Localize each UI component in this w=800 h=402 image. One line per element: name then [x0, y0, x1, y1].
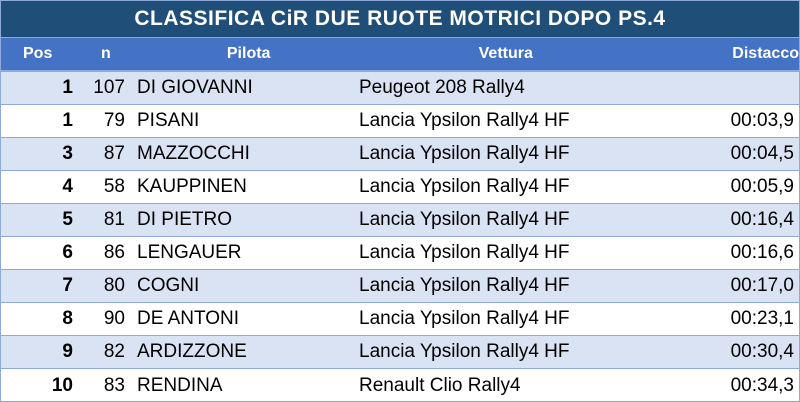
cell-distacco: 00:23,1	[730, 308, 794, 329]
cell-distacco: 00:30,4	[730, 341, 794, 362]
header-pilota: Pilota	[226, 45, 271, 62]
table-row: 3 87 MAZZOCCHI Lancia Ypsilon Rally4 HF …	[1, 138, 799, 171]
table-title: CLASSIFICA CiR DUE RUOTE MOTRICI DOPO PS…	[1, 1, 799, 38]
cell-vettura: Lancia Ypsilon Rally4 HF	[359, 341, 570, 362]
cell-n: 82	[103, 341, 125, 362]
header-n: n	[100, 45, 111, 62]
table-row: 5 81 DI PIETRO Lancia Ypsilon Rally4 HF …	[1, 204, 799, 237]
table-row: 1 79 PISANI Lancia Ypsilon Rally4 HF 00:…	[1, 105, 799, 138]
cell-n: 83	[103, 374, 125, 396]
cell-vettura: Renault Clio Rally4	[359, 374, 521, 396]
table-row: 10 83 RENDINA Renault Clio Rally4 00:34,…	[1, 369, 799, 401]
cell-pos: 9	[62, 341, 73, 362]
cell-vettura: Lancia Ypsilon Rally4 HF	[359, 275, 570, 296]
cell-pilota: DE ANTONI	[137, 308, 240, 329]
cell-distacco: 00:03,9	[730, 110, 794, 131]
cell-pos: 4	[62, 176, 73, 197]
cell-distacco: 00:34,3	[730, 374, 794, 396]
cell-distacco: 00:16,6	[730, 242, 794, 263]
cell-pos: 5	[62, 209, 73, 230]
table-header-row: Pos n Pilota Vettura Distacco	[1, 38, 799, 72]
cell-distacco: 00:17,0	[730, 275, 794, 296]
cell-pos: 10	[51, 374, 73, 396]
cell-vettura: Lancia Ypsilon Rally4 HF	[359, 308, 570, 329]
cell-n: 87	[103, 143, 125, 164]
cell-pilota: PISANI	[137, 110, 200, 131]
cell-pilota: LENGAUER	[137, 242, 242, 263]
cell-vettura: Peugeot 208 Rally4	[359, 77, 525, 98]
header-distacco: Distacco	[732, 45, 799, 62]
cell-pos: 7	[62, 275, 73, 296]
cell-pos: 1	[62, 110, 73, 131]
table-row: 8 90 DE ANTONI Lancia Ypsilon Rally4 HF …	[1, 303, 799, 336]
cell-pos: 1	[62, 77, 73, 98]
cell-distacco: 00:04,5	[730, 143, 794, 164]
cell-pilota: DI PIETRO	[137, 209, 233, 230]
cell-pos: 6	[62, 242, 73, 263]
cell-pilota: COGNI	[137, 275, 200, 296]
cell-pilota: RENDINA	[137, 374, 223, 396]
cell-distacco: 00:05,9	[730, 176, 794, 197]
cell-n: 58	[103, 176, 125, 197]
header-vettura: Vettura	[478, 45, 533, 62]
cell-vettura: Lancia Ypsilon Rally4 HF	[359, 242, 570, 263]
cell-distacco: 00:16,4	[730, 209, 794, 230]
cell-pos: 8	[62, 308, 73, 329]
cell-vettura: Lancia Ypsilon Rally4 HF	[359, 143, 570, 164]
cell-pilota: KAUPPINEN	[137, 176, 247, 197]
table-row: 6 86 LENGAUER Lancia Ypsilon Rally4 HF 0…	[1, 237, 799, 270]
table-row: 1 107 DI GIOVANNI Peugeot 208 Rally4	[1, 72, 799, 105]
cell-n: 81	[103, 209, 125, 230]
cell-pilota: DI GIOVANNI	[137, 77, 253, 98]
table-row: 4 58 KAUPPINEN Lancia Ypsilon Rally4 HF …	[1, 171, 799, 204]
table-row: 9 82 ARDIZZONE Lancia Ypsilon Rally4 HF …	[1, 336, 799, 369]
cell-pos: 3	[62, 143, 73, 164]
cell-n: 86	[103, 242, 125, 263]
cell-n: 107	[93, 77, 125, 98]
cell-pilota: ARDIZZONE	[137, 341, 247, 362]
cell-vettura: Lancia Ypsilon Rally4 HF	[359, 110, 570, 131]
cell-n: 90	[103, 308, 125, 329]
header-pos: Pos	[23, 45, 53, 62]
cell-vettura: Lancia Ypsilon Rally4 HF	[359, 209, 570, 230]
cell-n: 80	[103, 275, 125, 296]
cell-vettura: Lancia Ypsilon Rally4 HF	[359, 176, 570, 197]
cell-pilota: MAZZOCCHI	[137, 143, 250, 164]
cell-n: 79	[103, 110, 125, 131]
table-row: 7 80 COGNI Lancia Ypsilon Rally4 HF 00:1…	[1, 270, 799, 303]
